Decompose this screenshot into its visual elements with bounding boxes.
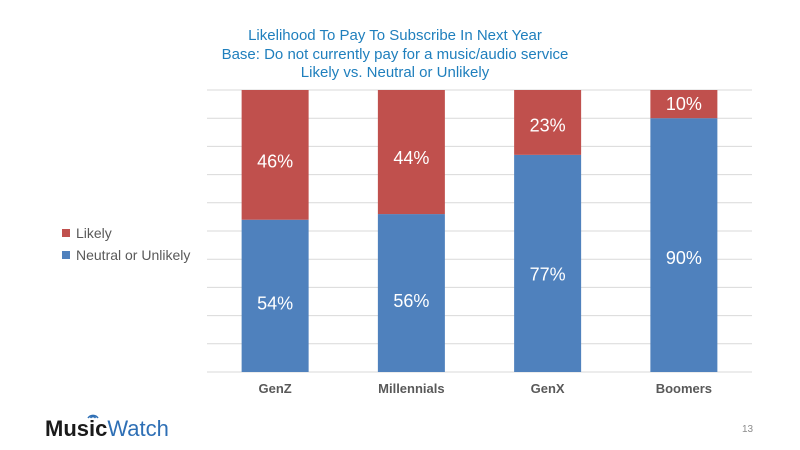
category-label-genx: GenX bbox=[531, 381, 565, 396]
legend-swatch-neutral bbox=[62, 251, 70, 259]
bar-labels: 54% 46% 56% 44% 77% 23% 90% 10% bbox=[257, 94, 702, 313]
bar-genz-neutral bbox=[241, 219, 309, 372]
logo-signal-icon bbox=[87, 414, 99, 419]
category-labels: GenZ Millennials GenX Boomers bbox=[259, 381, 713, 396]
data-label-genx-likely: 23% bbox=[530, 116, 566, 136]
legend-label-likely: Likely bbox=[76, 225, 112, 241]
chart-title: Likelihood To Pay To Subscribe In Next Y… bbox=[248, 27, 542, 44]
bar-boomers-likely bbox=[650, 90, 718, 119]
chart-subtitle-line-2: Likely vs. Neutral or Unlikely bbox=[300, 64, 490, 81]
data-label-genz-neutral: 54% bbox=[257, 293, 293, 313]
chart-subtitle-line-1: Base: Do not currently pay for a music/a… bbox=[221, 45, 569, 63]
data-label-boomers-neutral: 90% bbox=[666, 248, 702, 268]
bars bbox=[241, 90, 718, 372]
bar-genx-likely bbox=[514, 90, 582, 155]
musicwatch-logo: MusicWatch bbox=[45, 416, 169, 442]
legend-item-neutral: Neutral or Unlikely bbox=[62, 244, 190, 266]
data-label-millennials-neutral: 56% bbox=[393, 291, 429, 311]
category-label-genz: GenZ bbox=[259, 381, 292, 396]
logo-text-watch: Watch bbox=[107, 416, 169, 441]
bar-millennials-neutral bbox=[377, 214, 445, 372]
category-label-millennials: Millennials bbox=[378, 381, 444, 396]
legend-item-likely: Likely bbox=[62, 222, 190, 244]
data-label-millennials-likely: 44% bbox=[393, 148, 429, 168]
logo-text-music: Music bbox=[45, 416, 108, 441]
chart-legend: Likely Neutral or Unlikely bbox=[62, 222, 190, 266]
data-label-genz-likely: 46% bbox=[257, 151, 293, 171]
bar-genz-likely bbox=[241, 90, 309, 220]
page-number: 13 bbox=[742, 424, 754, 435]
chart-title-block: Likelihood To Pay To Subscribe In Next Y… bbox=[195, 27, 595, 83]
bar-millennials-likely bbox=[377, 90, 445, 215]
bar-genx-neutral bbox=[514, 154, 582, 372]
bar-boomers-neutral bbox=[650, 118, 718, 372]
data-label-boomers-likely: 10% bbox=[666, 94, 702, 114]
data-label-genx-neutral: 77% bbox=[530, 264, 566, 284]
legend-swatch-likely bbox=[62, 229, 70, 237]
category-label-boomers: Boomers bbox=[656, 381, 712, 396]
legend-label-neutral: Neutral or Unlikely bbox=[76, 247, 191, 263]
